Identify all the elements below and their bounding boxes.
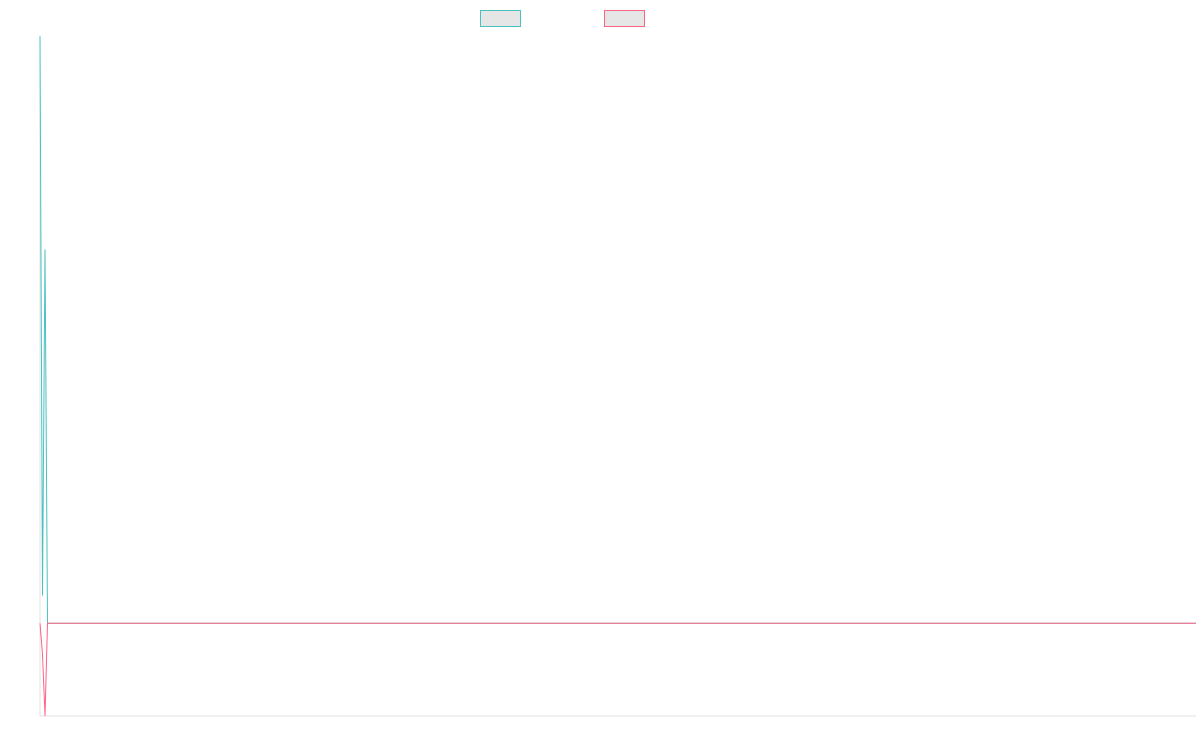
- legend-swatch-1[interactable]: [480, 10, 521, 27]
- series-line-2: [39, 622, 1196, 717]
- axes: [39, 36, 1196, 717]
- legend-swatch-2[interactable]: [604, 10, 645, 27]
- legend: [480, 10, 645, 27]
- series-lines: [39, 35, 1196, 717]
- series-line-1: [39, 35, 1196, 624]
